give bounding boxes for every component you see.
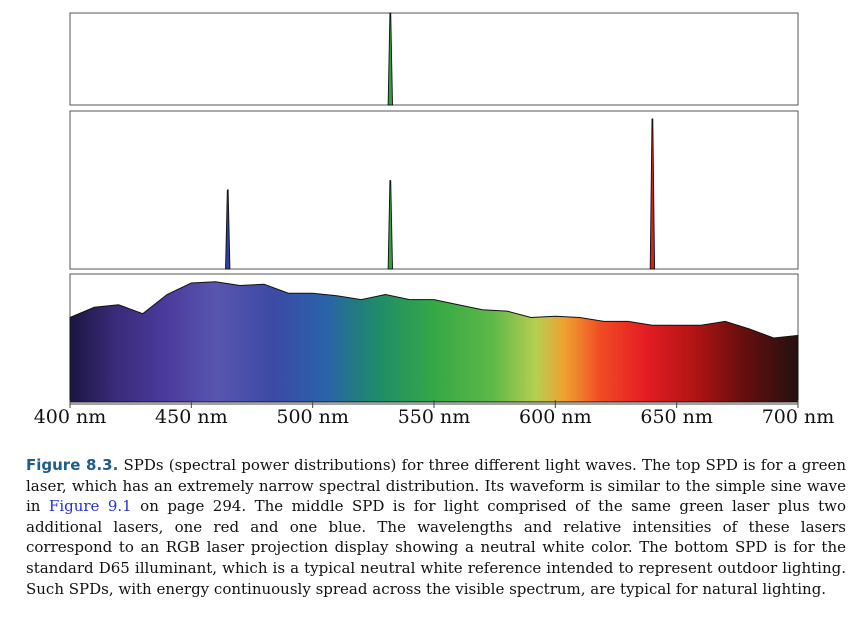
spd-figure: 400 nm 450 nm 500 nm 550 nm 600 nm 650 nm 700 … (34, 12, 835, 428)
figure-9-1-link[interactable]: Figure 9.1 (48, 497, 132, 516)
x-tick-label: 400 nm (34, 406, 107, 428)
panel-rgb-lasers (69, 110, 799, 270)
spectral-peak-465nm (225, 189, 231, 270)
panel-green-laser (69, 12, 799, 106)
x-tick-label: 500 nm (276, 406, 349, 428)
x-tick-label: 550 nm (398, 406, 471, 428)
x-tick-label: 700 nm (762, 406, 835, 428)
x-tick-label: 600 nm (519, 406, 592, 428)
panel-frame (69, 12, 799, 106)
figure-caption: Figure 8.3. SPDs (spectral power distrib… (26, 455, 846, 599)
caption-text-2: on page 294. The middle SPD is for light… (26, 497, 847, 598)
panel-frame (69, 110, 799, 270)
figure-label: Figure 8.3. (26, 456, 119, 474)
x-axis-ticks: 400 nm 450 nm 500 nm 550 nm 600 nm 650 nm 700 … (34, 400, 835, 428)
spectral-peak-640nm (649, 118, 656, 270)
x-tick-label: 450 nm (155, 406, 228, 428)
spectral-peak-532nm (387, 180, 393, 270)
d65-spectrum-area (69, 281, 799, 403)
caption-text-1: SPDs (spectral power distributions) for … (26, 456, 846, 516)
panel-d65-illuminant (69, 273, 799, 403)
x-tick-label: 650 nm (640, 406, 713, 428)
spectral-peak-532nm (387, 12, 393, 106)
